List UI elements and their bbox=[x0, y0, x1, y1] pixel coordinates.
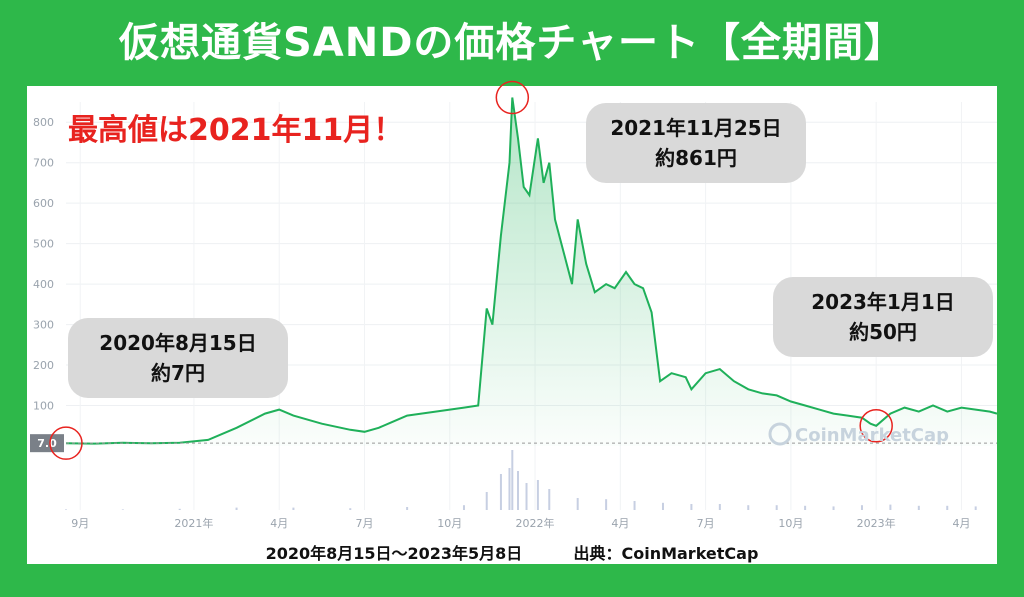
volume-bars bbox=[65, 450, 977, 510]
baseline-label: 7.0 bbox=[37, 437, 57, 450]
x-axis-labels: 9月 2021年 4月 7月 10月 2022年 4月 7月 10月 2023年 4月 bbox=[71, 516, 970, 530]
y-tick-label: 500 bbox=[33, 238, 54, 251]
highlight-markers bbox=[49, 80, 893, 460]
volume-bar bbox=[804, 505, 807, 510]
x-tick-label: 10月 bbox=[778, 517, 803, 530]
highlight-circle bbox=[495, 80, 530, 115]
callout-peak-price: 約861円 bbox=[655, 146, 737, 170]
volume-bar bbox=[605, 499, 608, 510]
volume-bar bbox=[525, 483, 528, 510]
volume-bar bbox=[462, 505, 465, 510]
volume-bar bbox=[516, 471, 519, 510]
y-tick-label: 200 bbox=[33, 359, 54, 372]
volume-bar bbox=[860, 505, 863, 510]
volume-bar bbox=[690, 504, 693, 510]
volume-bar bbox=[349, 508, 352, 510]
y-tick-label: 100 bbox=[33, 400, 54, 413]
x-tick-label: 4月 bbox=[611, 517, 629, 530]
callout-start: 2020年8月15日 約7円 bbox=[68, 318, 288, 398]
footer: 2020年8月15日〜2023年5月8日 出典：CoinMarketCap bbox=[0, 540, 1024, 564]
x-tick-label: 2021年 bbox=[174, 516, 213, 530]
peak-note: 最高値は2021年11月！ bbox=[68, 113, 404, 148]
x-tick-label: 10月 bbox=[437, 517, 462, 530]
watermark: CoinMarketCap bbox=[768, 422, 949, 446]
y-tick-label: 300 bbox=[33, 319, 54, 332]
volume-bar bbox=[65, 509, 67, 510]
footer-source: 出典：CoinMarketCap bbox=[573, 544, 759, 563]
callout-peak-date: 2021年11月25日 bbox=[610, 116, 782, 140]
volume-bar bbox=[121, 509, 124, 510]
y-tick-label: 800 bbox=[33, 116, 54, 129]
volume-bar bbox=[576, 498, 579, 510]
baseline-label-group: 7.0 bbox=[30, 434, 64, 453]
volume-bar bbox=[406, 507, 409, 510]
price-line bbox=[65, 97, 998, 445]
x-tick-label: 7月 bbox=[697, 517, 715, 530]
callout-recent-date: 2023年1月1日 bbox=[811, 290, 955, 314]
watermark-text: CoinMarketCap bbox=[795, 425, 949, 446]
volume-bar bbox=[775, 505, 778, 510]
volume-bar bbox=[661, 502, 664, 510]
y-tick-label: 600 bbox=[33, 197, 54, 210]
highlight-circle bbox=[49, 426, 83, 460]
x-tick-label: 4月 bbox=[270, 517, 288, 530]
price-area bbox=[66, 97, 997, 446]
volume-bar bbox=[511, 450, 514, 510]
volume-bar bbox=[974, 506, 977, 510]
baseline-label-bg bbox=[30, 434, 64, 453]
y-axis-labels: 100 200 300 400 500 600 700 800 bbox=[33, 116, 54, 412]
page-title: 仮想通貨SANDの価格チャート【全期間】 bbox=[118, 20, 906, 66]
x-tick-label: 4月 bbox=[952, 517, 970, 530]
volume-bar bbox=[633, 501, 636, 510]
y-tick-label: 400 bbox=[33, 278, 54, 291]
callout-recent-price: 約50円 bbox=[849, 320, 917, 344]
volume-bar bbox=[536, 480, 539, 510]
volume-bar bbox=[917, 505, 920, 510]
callout-start-price: 約7円 bbox=[151, 361, 205, 385]
x-tick-label: 7月 bbox=[355, 517, 373, 530]
x-tick-label: 9月 bbox=[71, 517, 89, 530]
volume-bar bbox=[718, 504, 721, 510]
volume-bar bbox=[292, 507, 295, 510]
volume-bar bbox=[548, 489, 551, 510]
volume-bar bbox=[178, 508, 181, 510]
callout-recent: 2023年1月1日 約50円 bbox=[773, 277, 993, 357]
volume-bar bbox=[235, 507, 238, 510]
x-tick-label: 2022年 bbox=[516, 516, 555, 530]
volume-bar bbox=[832, 506, 835, 510]
volume-bar bbox=[508, 468, 511, 510]
volume-bar bbox=[946, 505, 949, 510]
callout-start-date: 2020年8月15日 bbox=[99, 331, 257, 355]
y-tick-label: 700 bbox=[33, 157, 54, 170]
volume-bar bbox=[889, 504, 892, 510]
volume-bar bbox=[499, 474, 502, 510]
volume-bar bbox=[747, 505, 750, 510]
x-tick-label: 2023年 bbox=[857, 516, 896, 530]
callout-peak: 2021年11月25日 約861円 bbox=[586, 103, 806, 183]
highlight-circle bbox=[859, 409, 893, 443]
footer-range: 2020年8月15日〜2023年5月8日 bbox=[265, 544, 523, 563]
volume-bar bbox=[485, 492, 488, 510]
